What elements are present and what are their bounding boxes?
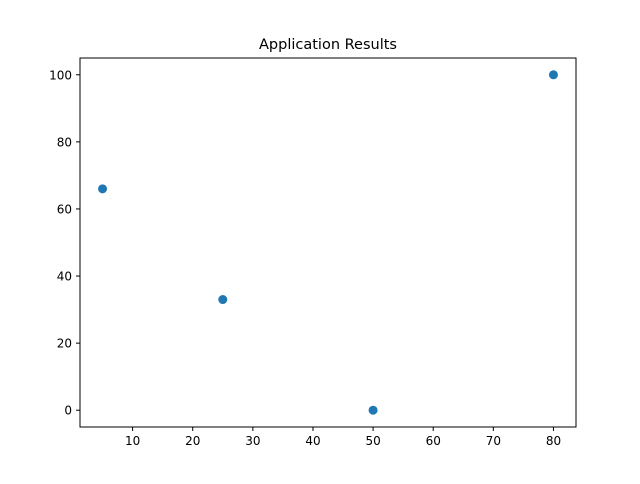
- x-axis-ticks: 10 20 30 40 50 60 70 80: [125, 427, 561, 448]
- x-tick-label: 70: [486, 434, 501, 448]
- x-tick-label: 20: [185, 434, 200, 448]
- x-tick-label: 10: [125, 434, 140, 448]
- x-tick-label: 30: [245, 434, 260, 448]
- y-tick-label: 20: [57, 337, 72, 351]
- data-point: [218, 295, 228, 305]
- plot-frame: [79, 57, 577, 428]
- data-point: [98, 184, 108, 194]
- y-axis-ticks: 0 20 40 60 80 100: [49, 68, 80, 418]
- y-tick-label: 80: [57, 135, 72, 149]
- y-tick-label: 60: [57, 202, 72, 216]
- y-tick-label: 0: [64, 404, 72, 418]
- data-point: [368, 405, 378, 415]
- x-tick-label: 60: [426, 434, 441, 448]
- y-tick-label: 40: [57, 270, 72, 284]
- x-tick-label: 50: [365, 434, 380, 448]
- x-tick-label: 40: [305, 434, 320, 448]
- chart-title: Application Results: [259, 37, 397, 53]
- y-tick-label: 100: [49, 68, 72, 82]
- points-layer: [98, 70, 558, 415]
- x-tick-label: 80: [546, 434, 561, 448]
- data-point: [548, 70, 558, 80]
